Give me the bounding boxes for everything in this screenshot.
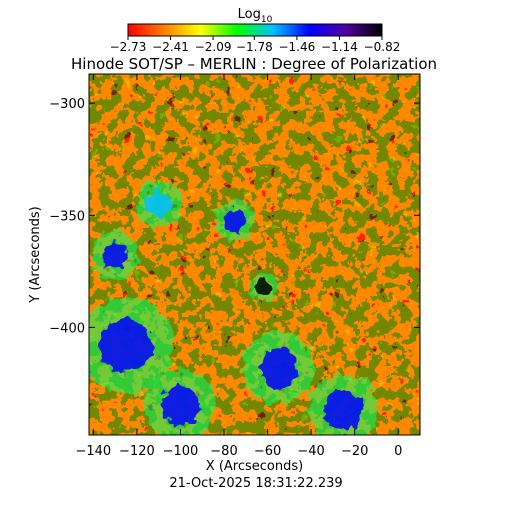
x-tick-label: −120 <box>119 444 155 459</box>
colorbar-tick-label: −1.78 <box>236 40 273 54</box>
y-axis: −300 −350 −400 <box>49 97 420 336</box>
y-tick-label: −350 <box>49 209 85 224</box>
x-tick-label: −60 <box>254 444 281 459</box>
colorbar-label: Log10 <box>238 7 273 25</box>
colorbar-tick-label: −2.41 <box>152 40 189 54</box>
feature-core <box>145 190 172 218</box>
x-tick-label: 0 <box>394 444 402 459</box>
colorbar-tick-label: −1.46 <box>278 40 315 54</box>
colorbar-ticks: −2.73 −2.41 −2.09 −1.78 −1.46 −1.14 −0.82 <box>110 36 401 54</box>
x-axis: −140 −120 −100 −80 −60 −40 −20 0 <box>75 74 402 459</box>
colorbar-label-subscript: 10 <box>261 15 273 25</box>
feature-core <box>258 347 299 388</box>
y-tick-label: −400 <box>49 321 85 336</box>
feature-core <box>99 318 153 373</box>
x-tick-label: −80 <box>210 444 237 459</box>
x-axis-label: X (Arcseconds) <box>206 459 303 474</box>
chart-title: Hinode SOT/SP – MERLIN : Degree of Polar… <box>71 55 437 73</box>
feature-core <box>224 208 246 231</box>
timestamp: 21-Oct-2025 18:31:22.239 <box>169 476 342 491</box>
feature-core <box>324 390 364 431</box>
colorbar-tick-label: −1.14 <box>321 40 358 54</box>
heatmap-features <box>89 179 380 435</box>
feature-core <box>255 279 271 295</box>
colorbar-tick-label: −2.09 <box>195 40 232 54</box>
y-tick-label: −300 <box>49 97 85 112</box>
colorbar: Log10 −2.73 −2.41 −2.09 −1.78 −1.46 −1.14 −0.8… <box>110 7 401 54</box>
colorbar-label-base: Log <box>238 7 261 22</box>
y-axis-label: Y (Arcseconds) <box>28 206 43 303</box>
plot-frame <box>88 73 421 436</box>
x-tick-label: −100 <box>163 444 199 459</box>
x-tick-label: −20 <box>341 444 368 459</box>
heatmap-image <box>89 74 420 435</box>
feature-core <box>160 385 201 427</box>
x-tick-label: −40 <box>297 444 324 459</box>
colorbar-scale <box>127 23 383 37</box>
feature-core <box>102 242 129 270</box>
colorbar-tick-label: −2.73 <box>110 40 147 54</box>
x-tick-label: −140 <box>75 444 111 459</box>
colorbar-tick-label: −0.82 <box>364 40 401 54</box>
